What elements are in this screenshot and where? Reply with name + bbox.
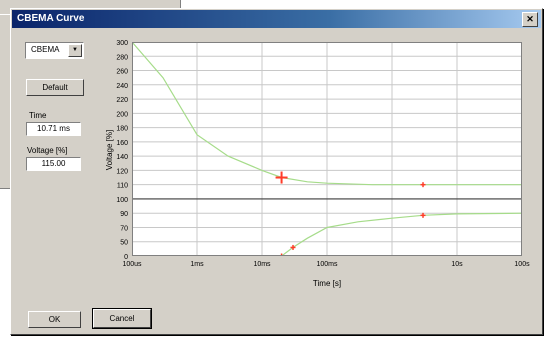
voltage-label: Voltage [%] [27, 146, 68, 155]
time-field[interactable]: 10.71 ms [26, 122, 81, 136]
cbema-chart [132, 42, 522, 256]
curve-select-value: CBEMA [31, 45, 60, 54]
chevron-down-icon[interactable]: ▼ [68, 44, 82, 57]
ok-button[interactable]: OK [28, 311, 81, 328]
cancel-button[interactable]: Cancel [92, 308, 152, 329]
voltage-field[interactable]: 115.00 [26, 157, 81, 171]
plot-border [132, 42, 522, 256]
window-title: CBEMA Curve [17, 13, 85, 24]
title-bar[interactable]: CBEMA Curve ✕ [12, 10, 541, 28]
time-label: Time [29, 111, 47, 120]
curve-select[interactable]: CBEMA ▼ [25, 42, 84, 59]
lower-limit-curve [281, 212, 522, 256]
default-button[interactable]: Default [26, 79, 84, 96]
close-button[interactable]: ✕ [522, 12, 538, 27]
